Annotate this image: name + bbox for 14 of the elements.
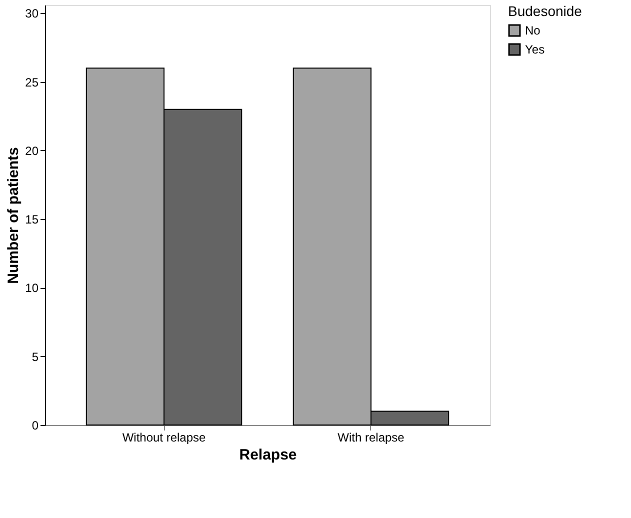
legend-label: No <box>525 24 541 38</box>
x-tick-label: Without relapse <box>122 430 206 444</box>
legend-label: Yes <box>525 42 545 56</box>
y-axis-title: Number of patients <box>5 147 22 284</box>
legend-title: Budesonide <box>508 3 582 19</box>
x-tick-label: With relapse <box>338 430 405 444</box>
y-tick-label: 15 <box>25 212 39 227</box>
y-tick-label: 0 <box>32 418 39 432</box>
y-tick-label: 10 <box>25 281 39 296</box>
x-axis-title: Relapse <box>239 446 297 464</box>
y-tick-label: 25 <box>25 75 39 90</box>
y-tick-label: 5 <box>32 350 39 364</box>
y-tick-label: 30 <box>25 6 39 21</box>
y-tick-label: 20 <box>25 144 39 158</box>
